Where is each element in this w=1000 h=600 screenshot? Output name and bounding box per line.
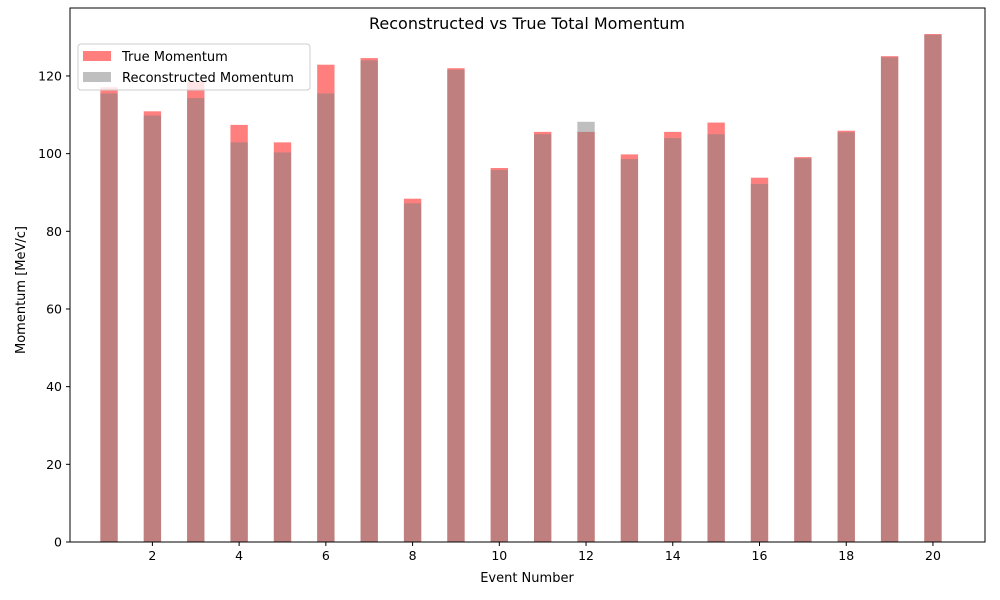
legend-label-true-momentum: True Momentum	[121, 50, 228, 65]
x-tick-label: 14	[665, 548, 681, 563]
x-tick-label: 20	[925, 548, 941, 563]
bar-reconstructed-momentum-event-19	[880, 57, 899, 543]
legend: True Momentum Reconstructed Momentum	[77, 43, 311, 91]
bars-layer	[100, 34, 942, 543]
chart-title: Reconstructed vs True Total Momentum	[369, 14, 685, 33]
bar-reconstructed-momentum-event-13	[620, 159, 639, 542]
y-tick-label: 20	[46, 457, 62, 472]
bar-reconstructed-momentum-event-1	[100, 93, 118, 542]
bar-reconstructed-momentum-event-8	[403, 203, 422, 542]
bar-reconstructed-momentum-event-14	[664, 138, 682, 543]
x-tick-label: 6	[322, 548, 330, 563]
x-tick-label: 8	[409, 548, 417, 563]
axes-layer	[69, 7, 986, 543]
y-tick-label: 100	[38, 146, 62, 161]
bar-reconstructed-momentum-event-18	[837, 132, 855, 542]
legend-frame	[77, 43, 311, 91]
bar-reconstructed-momentum-event-3	[187, 98, 205, 542]
ticks-layer: 2 4 6 8 10 12 14 16 18 20 0 20 40 60 80 100 120	[38, 68, 941, 563]
x-tick-label: 18	[838, 548, 854, 563]
bar-reconstructed-momentum-event-6	[317, 93, 335, 542]
legend-swatch-reconstructed-momentum	[83, 72, 111, 82]
bar-reconstructed-momentum-event-2	[143, 115, 162, 543]
bar-reconstructed-momentum-event-4	[230, 142, 248, 542]
bar-reconstructed-momentum-event-20	[924, 34, 942, 543]
bar-reconstructed-momentum-event-9	[447, 69, 465, 542]
y-tick-label: 0	[54, 535, 62, 550]
y-tick-label: 40	[46, 379, 62, 394]
x-tick-label: 10	[491, 548, 507, 563]
y-axis-title: Momentum [MeV/c]	[14, 226, 29, 354]
x-tick-label: 16	[752, 548, 768, 563]
bar-reconstructed-momentum-event-16	[750, 183, 769, 543]
bar-reconstructed-momentum-event-7	[360, 60, 378, 543]
x-tick-label: 12	[578, 548, 594, 563]
bar-reconstructed-momentum-event-5	[273, 152, 292, 543]
bar-reconstructed-momentum-event-11	[534, 134, 552, 542]
legend-swatch-true-momentum	[83, 51, 111, 61]
x-tick-label: 4	[235, 548, 243, 563]
x-tick-label: 2	[148, 548, 156, 563]
bar-reconstructed-momentum-event-17	[794, 158, 812, 542]
bar-reconstructed-momentum-event-15	[707, 134, 725, 542]
plot-frame	[69, 7, 986, 543]
x-axis-title: Event Number	[480, 571, 574, 586]
bar-reconstructed-momentum-event-12	[577, 121, 595, 543]
y-tick-label: 80	[46, 224, 62, 239]
bar-reconstructed-momentum-event-10	[490, 169, 508, 542]
y-tick-label: 120	[38, 68, 62, 83]
y-tick-label: 60	[46, 301, 62, 316]
legend-label-reconstructed-momentum: Reconstructed Momentum	[122, 71, 294, 86]
